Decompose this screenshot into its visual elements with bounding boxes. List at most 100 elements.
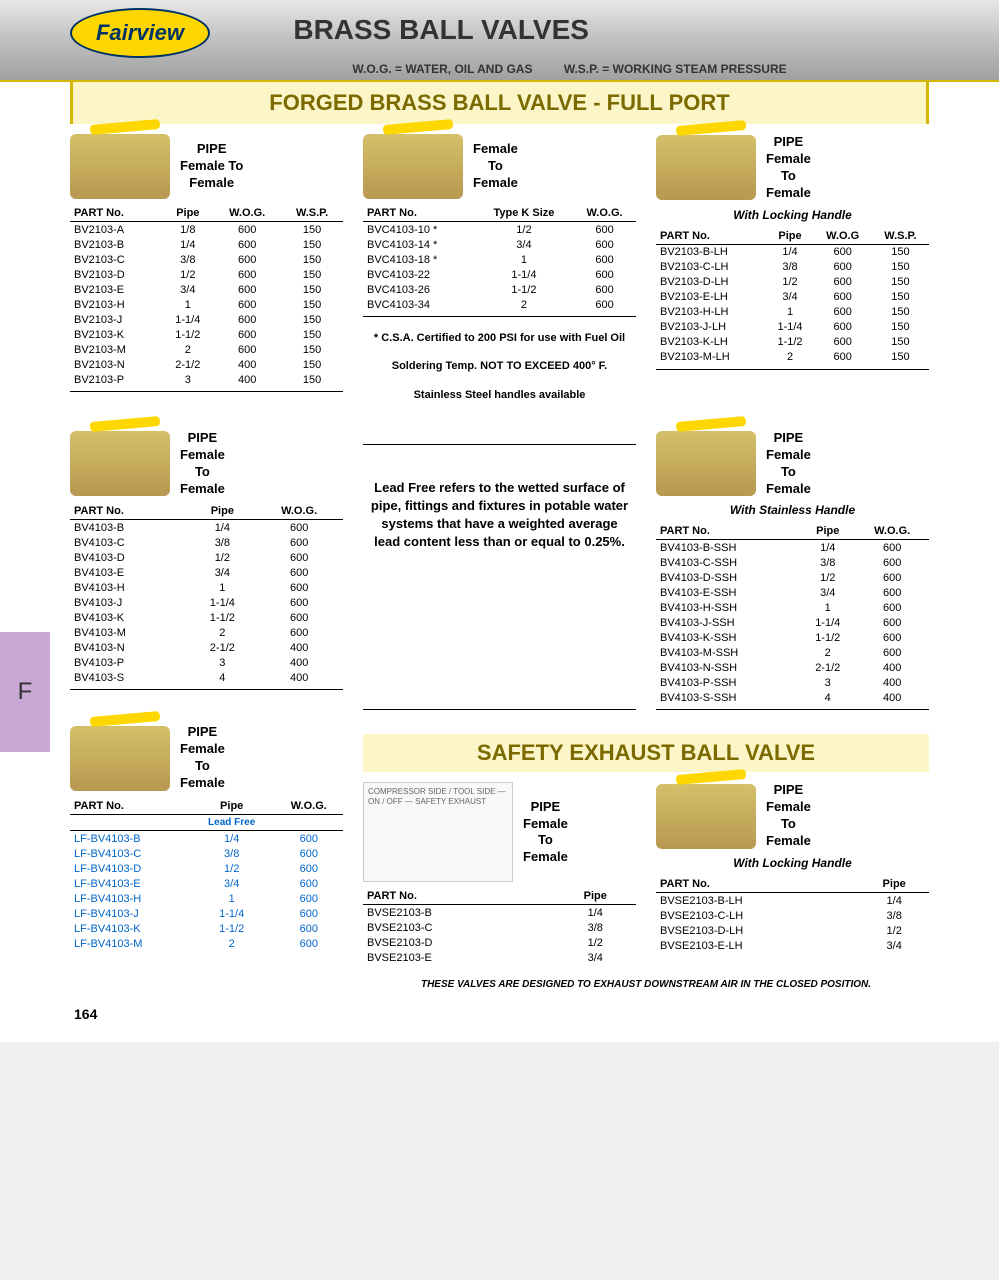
th: Pipe — [189, 503, 255, 520]
table-row: BV2103-C3/8600150 — [70, 252, 343, 267]
table-cell: 1/8 — [162, 222, 213, 238]
table-cell: 600 — [814, 320, 872, 335]
table-row: LF-BV4103-J1-1/4600 — [70, 906, 343, 921]
logo: Fairview — [70, 8, 210, 58]
table-cell: 600 — [255, 625, 343, 640]
table-cell: 600 — [255, 535, 343, 550]
table-t6: PART No. Pipe W.O.G. Lead Free LF-BV4103… — [70, 798, 343, 951]
panel-t4: PIPE Female To Female PART No. Pipe W.O.… — [70, 430, 343, 711]
table-cell: 600 — [255, 595, 343, 610]
table-cell: BV2103-J — [70, 312, 162, 327]
table-cell: 150 — [281, 267, 343, 282]
conn-label-t4: PIPE Female To Female — [180, 430, 225, 498]
table-cell: BV4103-E-SSH — [656, 585, 800, 600]
table-row: BV4103-H1600 — [70, 580, 343, 595]
panel-info: Lead Free refers to the wetted surface o… — [363, 444, 636, 711]
valve-image-icon — [363, 134, 463, 199]
table-cell: 150 — [281, 312, 343, 327]
table-row: BV4103-K1-1/2600 — [70, 610, 343, 625]
table-row: BV2103-D-LH1/2600150 — [656, 275, 929, 290]
note-solder: Soldering Temp. NOT TO EXCEED 400° F. — [363, 359, 636, 373]
table-cell: BVSE2103-D-LH — [656, 923, 859, 938]
table-cell: 150 — [281, 327, 343, 342]
panel-t1: PIPE Female To Female PART No. Pipe W.O.… — [70, 134, 343, 416]
table-cell: BV4103-B-SSH — [656, 540, 800, 556]
table-cell: BV2103-D-LH — [656, 275, 766, 290]
table-cell: 600 — [275, 936, 343, 951]
table-cell: 150 — [872, 335, 929, 350]
table-cell: 4 — [800, 690, 855, 705]
table-cell: BVSE2103-B — [363, 905, 555, 921]
table-cell: 600 — [814, 290, 872, 305]
table-row: LF-BV4103-D1/2600 — [70, 861, 343, 876]
th: Pipe — [800, 523, 855, 540]
table-cell: BV4103-D — [70, 550, 189, 565]
table-cell: 1/2 — [859, 923, 929, 938]
table-cell: BV4103-K-SSH — [656, 630, 800, 645]
table-cell: BV2103-B — [70, 237, 162, 252]
table-cell: 1-1/2 — [800, 630, 855, 645]
table-cell: 400 — [855, 660, 929, 675]
table-row: LF-BV4103-C3/8600 — [70, 846, 343, 861]
table-cell: 600 — [814, 244, 872, 260]
diagram-icon: COMPRESSOR SIDE / TOOL SIDE — ON / OFF —… — [363, 782, 513, 882]
table-t8: PART No. Pipe BVSE2103-B-LH1/4BVSE2103-C… — [656, 876, 929, 953]
valve-image-icon — [70, 134, 170, 199]
table-cell: BV2103-D — [70, 267, 162, 282]
table-cell: BV4103-B — [70, 520, 189, 536]
table-cell: 3/8 — [800, 555, 855, 570]
table-row: BV2103-C-LH3/8600150 — [656, 260, 929, 275]
table-row: BV4103-E3/4600 — [70, 565, 343, 580]
table-cell: 600 — [275, 891, 343, 906]
table-cell: 150 — [872, 305, 929, 320]
table-cell: 1 — [189, 580, 255, 595]
table-cell: BV2103-H-LH — [656, 305, 766, 320]
table-t2: PART No. Type K Size W.O.G. BVC4103-10 *… — [363, 205, 636, 312]
table-row: BV2103-E3/4600150 — [70, 282, 343, 297]
table-cell: 1/2 — [800, 570, 855, 585]
table-cell: 400 — [855, 690, 929, 705]
table-cell: 3/4 — [162, 282, 213, 297]
table-row: BV2103-E-LH3/4600150 — [656, 290, 929, 305]
table-cell: 600 — [573, 222, 636, 238]
table-cell: BV4103-M-SSH — [656, 645, 800, 660]
table-cell: 600 — [573, 297, 636, 312]
subtitle-t3: With Locking Handle — [656, 208, 929, 222]
table-cell: BV2103-B-LH — [656, 244, 766, 260]
table-row: BV4103-P-SSH3400 — [656, 675, 929, 690]
table-row: BV2103-H1600150 — [70, 297, 343, 312]
table-cell: 3/4 — [766, 290, 813, 305]
note-ss-handle: Stainless Steel handles available — [363, 388, 636, 402]
table-cell: 1 — [475, 252, 573, 267]
panel-section2: SAFETY EXHAUST BALL VALVE COMPRESSOR SID… — [363, 724, 929, 990]
table-cell: 600 — [255, 550, 343, 565]
table-row: BVSE2103-D1/2 — [363, 935, 636, 950]
table-cell: 2-1/2 — [162, 357, 213, 372]
table-cell: 600 — [814, 275, 872, 290]
table-row: BV2103-K-LH1-1/2600150 — [656, 335, 929, 350]
table-row: BV4103-B-SSH1/4600 — [656, 540, 929, 556]
table-cell: 600 — [213, 282, 281, 297]
table-cell: 1/2 — [189, 550, 255, 565]
table-cell: 1/2 — [162, 267, 213, 282]
page-number: 164 — [74, 1006, 929, 1022]
table-cell: 2 — [189, 936, 275, 951]
table-row: BV4103-M-SSH2600 — [656, 645, 929, 660]
table-cell: 150 — [281, 237, 343, 252]
table-t7: PART No. Pipe BVSE2103-B1/4BVSE2103-C3/8… — [363, 888, 636, 965]
table-cell: BV4103-N — [70, 640, 189, 655]
table-t5: PART No. Pipe W.O.G. BV4103-B-SSH1/4600B… — [656, 523, 929, 705]
table-cell: LF-BV4103-D — [70, 861, 189, 876]
table-cell: 600 — [855, 540, 929, 556]
table-cell: 3/8 — [162, 252, 213, 267]
table-cell: 600 — [814, 335, 872, 350]
table-cell: BV2103-E — [70, 282, 162, 297]
table-cell: 1/2 — [555, 935, 636, 950]
table-cell: 3/4 — [859, 938, 929, 953]
table-cell: 600 — [213, 237, 281, 252]
table-cell: 1-1/2 — [162, 327, 213, 342]
subtitle-t8: With Locking Handle — [656, 856, 929, 870]
th: W.O.G — [814, 228, 872, 245]
table-cell: 1-1/4 — [475, 267, 573, 282]
th: W.S.P. — [281, 205, 343, 222]
